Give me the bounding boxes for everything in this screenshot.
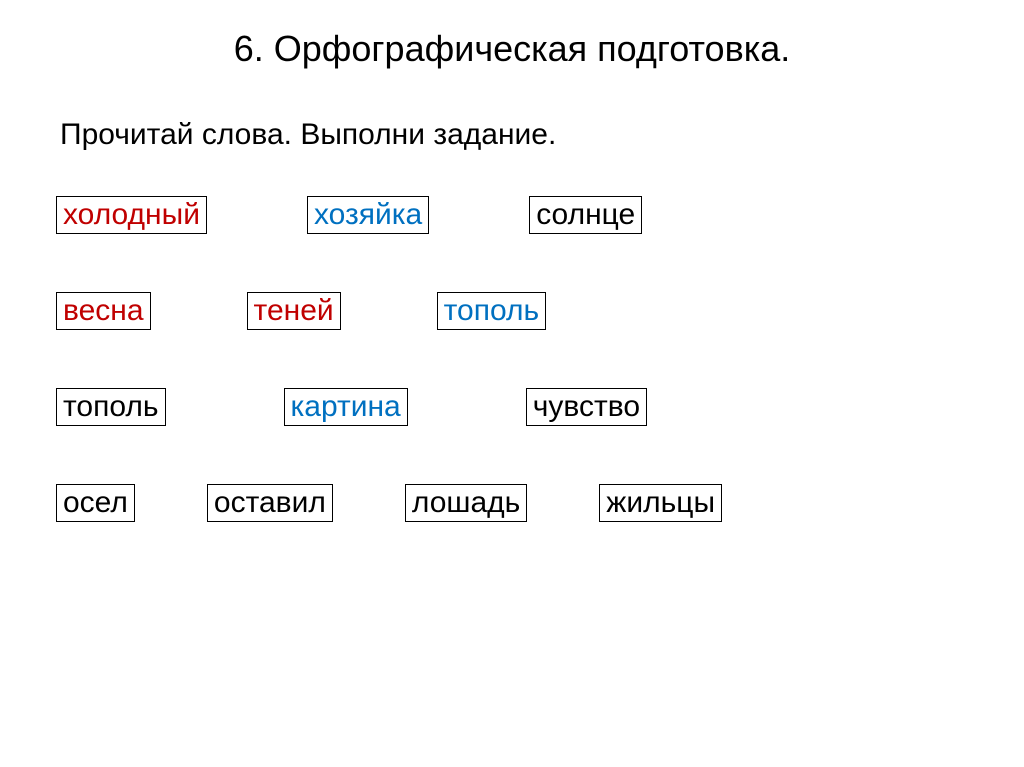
instruction-text: Прочитай слова. Выполни задание. — [56, 118, 968, 152]
word-box: жильцы — [599, 484, 722, 522]
word-box: картина — [284, 388, 408, 426]
word-box: холодный — [56, 196, 207, 234]
word-row: тополь картина чувство — [56, 388, 968, 426]
word-box: хозяйка — [307, 196, 429, 234]
word-row: осел оставил лошадь жильцы — [56, 484, 968, 522]
word-box: осел — [56, 484, 135, 522]
word-box: тополь — [56, 388, 166, 426]
page-title: 6. Орфографическая подготовка. — [56, 28, 968, 70]
word-box: солнце — [529, 196, 642, 234]
word-rows: холодныйхозяйкасолнцевеснатенейтопольтоп… — [56, 196, 968, 522]
word-box: чувство — [526, 388, 647, 426]
word-box: лошадь — [405, 484, 527, 522]
word-row: весна теней тополь — [56, 292, 968, 330]
word-box: теней — [247, 292, 341, 330]
word-box: весна — [56, 292, 151, 330]
word-box: тополь — [437, 292, 547, 330]
word-row: холодный хозяйка солнце — [56, 196, 968, 234]
word-box: оставил — [207, 484, 333, 522]
